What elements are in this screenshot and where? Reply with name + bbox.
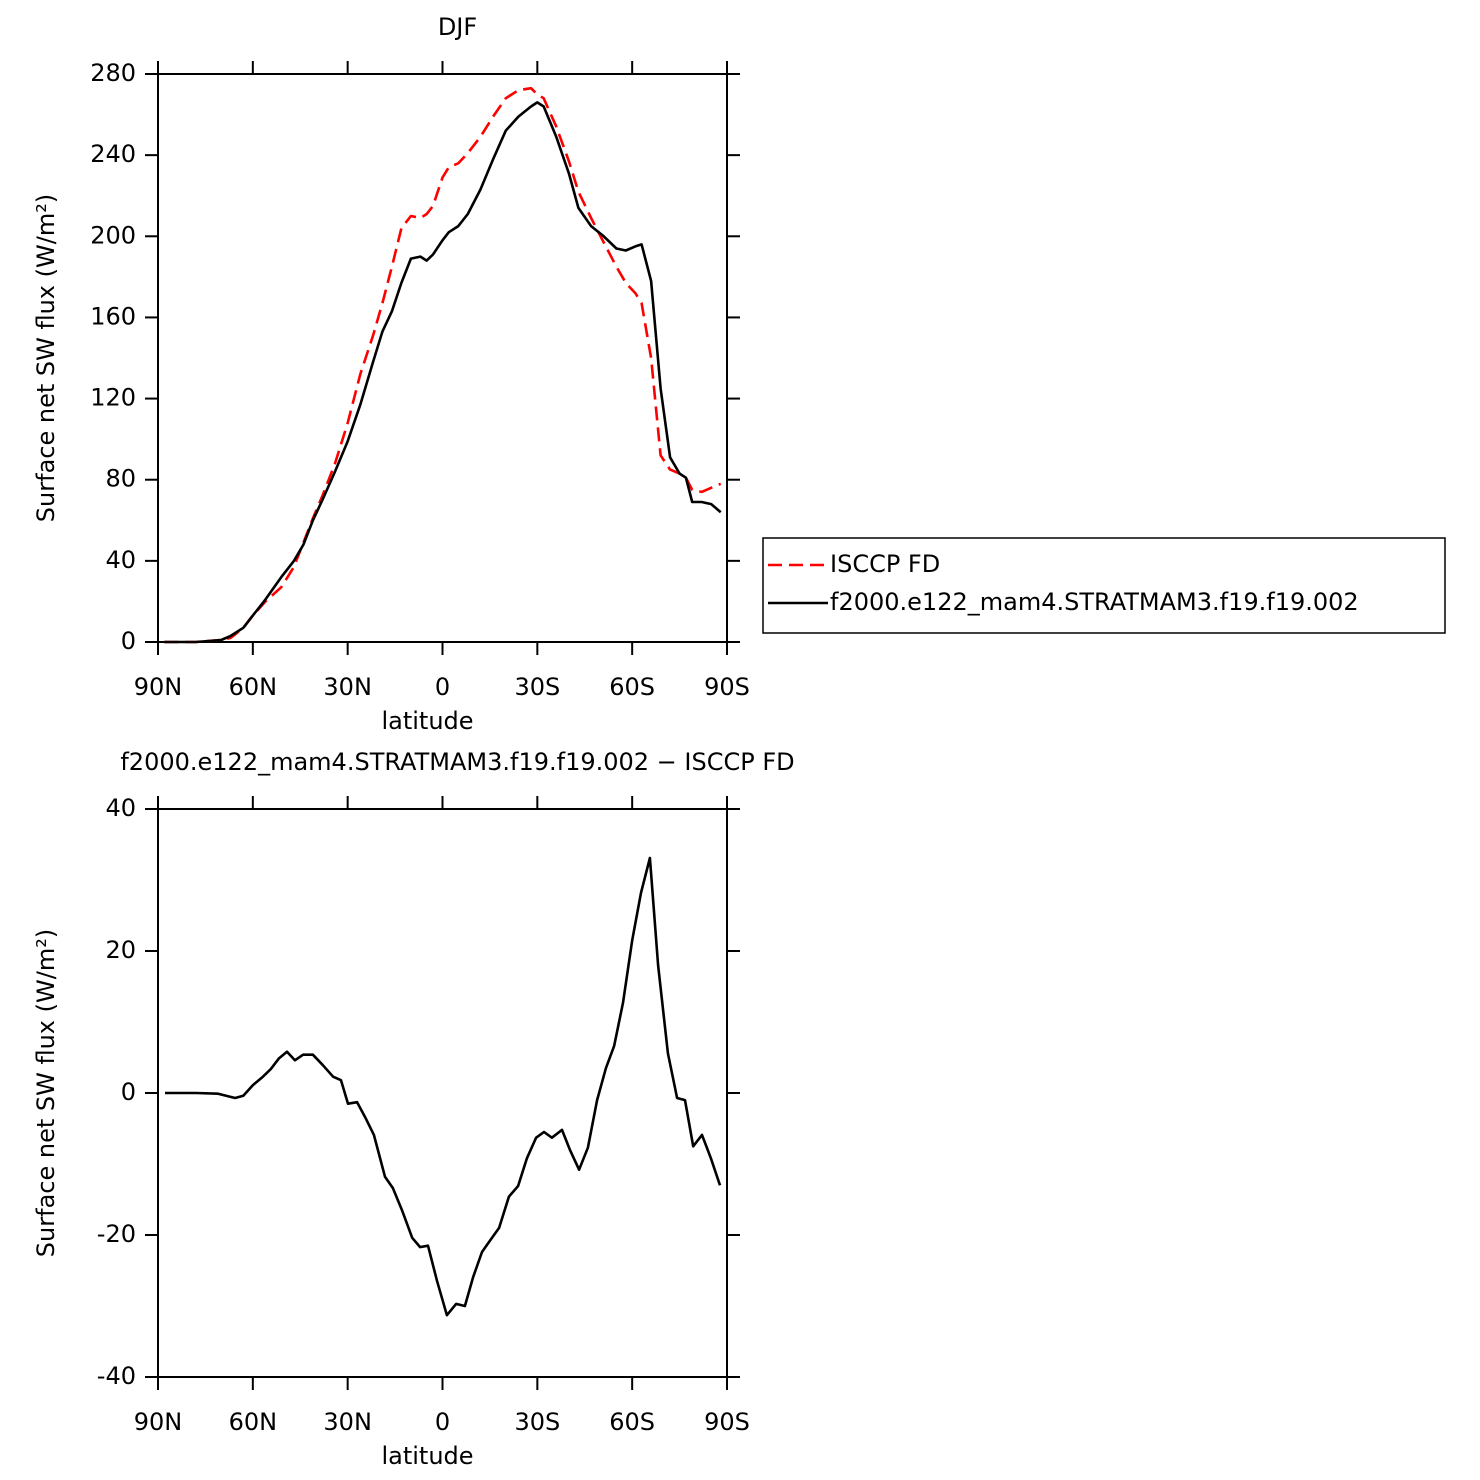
panel: f2000.e122_mam4.STRATMAM3.f19.f19.002 − …: [32, 748, 795, 1470]
y-tick-label: 20: [105, 936, 136, 964]
x-tick-label: 60S: [609, 1408, 655, 1436]
x-tick-label: 60S: [609, 673, 655, 701]
x-axis-label: latitude: [381, 707, 473, 735]
y-tick-label: 240: [90, 140, 136, 168]
x-tick-label: 30S: [514, 1408, 560, 1436]
plot-frame: [157, 808, 728, 1378]
chart-title: DJF: [438, 13, 477, 41]
y-tick-label: 280: [90, 59, 136, 87]
x-tick-label: 0: [435, 1408, 450, 1436]
x-tick-label: 30S: [514, 673, 560, 701]
x-tick-label: 30N: [323, 673, 372, 701]
panel: DJF latitude Surface net SW flux (W/m²) 0 40…: [32, 13, 750, 735]
x-tick-label: 90N: [134, 1408, 183, 1436]
y-tick-label: 0: [121, 1078, 136, 1106]
plot-frame: [157, 73, 728, 643]
y-tick-label: 160: [90, 302, 136, 330]
chart-title: f2000.e122_mam4.STRATMAM3.f19.f19.002 − …: [120, 748, 794, 776]
x-tick-label: 90N: [134, 673, 183, 701]
y-tick-label: 80: [105, 465, 136, 493]
series-line: [164, 101, 722, 644]
y-tick-label: 40: [105, 794, 136, 822]
x-tick-label: 90S: [704, 673, 750, 701]
y-axis-label: Surface net SW flux (W/m²): [32, 929, 60, 1257]
series-line: [164, 86, 722, 644]
y-tick-label: -20: [97, 1220, 136, 1248]
x-tick-label: 60N: [229, 1408, 278, 1436]
legend: ISCCP FD f2000.e122_mam4.STRATMAM3.f19.f1…: [762, 537, 1446, 634]
legend-label: ISCCP FD: [830, 550, 940, 578]
x-tick-label: 30N: [323, 1408, 372, 1436]
x-axis-label: latitude: [381, 1442, 473, 1470]
y-tick-label: 0: [121, 627, 136, 655]
y-tick-label: 120: [90, 384, 136, 412]
legend-label: f2000.e122_mam4.STRATMAM3.f19.f19.002: [830, 588, 1359, 616]
y-tick-label: -40: [97, 1362, 136, 1390]
legend-box: [762, 537, 1446, 634]
x-tick-label: 60N: [229, 673, 278, 701]
y-tick-label: 200: [90, 221, 136, 249]
series-line: [165, 856, 722, 1317]
y-tick-label: 40: [105, 546, 136, 574]
y-axis-label: Surface net SW flux (W/m²): [32, 194, 60, 522]
x-tick-label: 90S: [704, 1408, 750, 1436]
x-tick-label: 0: [435, 673, 450, 701]
